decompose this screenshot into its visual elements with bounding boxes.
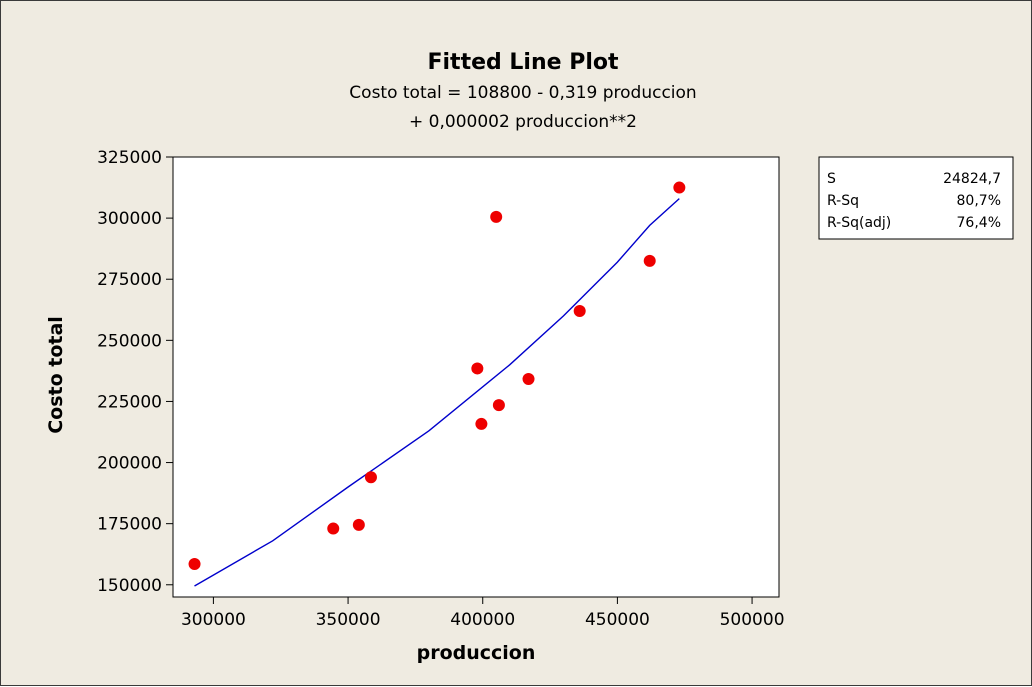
- plot-area: [173, 157, 779, 597]
- data-point: [490, 211, 502, 223]
- stat-s-label: S: [827, 171, 836, 187]
- y-tick-label: 250000: [97, 331, 162, 351]
- data-point: [523, 373, 535, 385]
- x-axis-label: produccion: [417, 642, 536, 664]
- y-tick-label: 150000: [97, 576, 162, 596]
- stats-box: S 24824,7 R-Sq 80,7% R-Sq(adj) 76,4%: [819, 157, 1013, 239]
- y-tick-label: 175000: [97, 515, 162, 535]
- x-tick-label: 450000: [585, 610, 650, 630]
- stat-s-value: 24824,7: [943, 171, 1001, 187]
- y-tick-label: 325000: [97, 148, 162, 168]
- stat-rsq-adj-label: R-Sq(adj): [827, 215, 891, 231]
- y-tick-label: 225000: [97, 392, 162, 412]
- chart-subtitle-line-2: + 0,000002 produccion**2: [409, 112, 637, 132]
- data-point: [471, 362, 483, 374]
- data-point: [189, 558, 201, 570]
- y-tick-label: 200000: [97, 454, 162, 474]
- y-tick-label: 275000: [97, 270, 162, 290]
- x-tick-label: 400000: [450, 610, 515, 630]
- x-tick-label: 350000: [316, 610, 381, 630]
- chart-title: Fitted Line Plot: [427, 50, 619, 75]
- data-point: [365, 471, 377, 483]
- data-point: [644, 255, 656, 267]
- data-point: [574, 305, 586, 317]
- y-axis-ticks: 150000 175000 200000 225000 250000 275000 3000…: [97, 148, 173, 596]
- data-point: [327, 523, 339, 535]
- x-tick-label: 500000: [720, 610, 785, 630]
- y-axis-label: Costo total: [45, 316, 67, 434]
- stat-rsq-adj-value: 76,4%: [957, 215, 1001, 231]
- data-point: [475, 418, 487, 430]
- data-point: [353, 519, 365, 531]
- data-point: [673, 182, 685, 194]
- x-axis-ticks: 300000 350000 400000 450000 500000: [181, 597, 785, 630]
- x-tick-label: 300000: [181, 610, 246, 630]
- stat-rsq-label: R-Sq: [827, 193, 859, 209]
- chart-subtitle-line-1: Costo total = 108800 - 0,319 produccion: [349, 83, 696, 103]
- stat-rsq-value: 80,7%: [957, 193, 1001, 209]
- data-point: [493, 399, 505, 411]
- y-tick-label: 300000: [97, 209, 162, 229]
